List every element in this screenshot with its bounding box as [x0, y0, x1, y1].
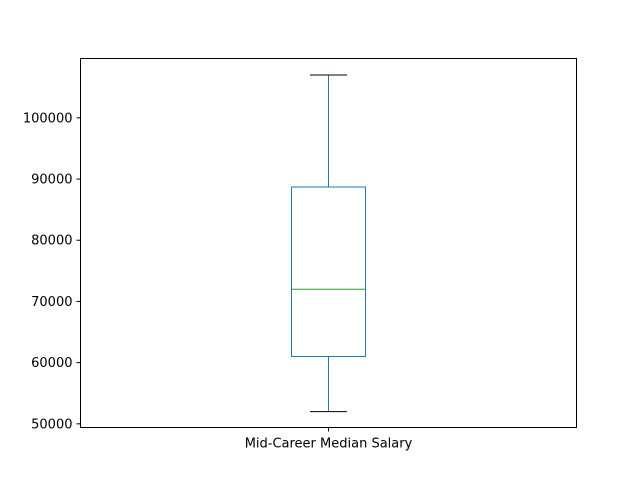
y-tick-label: 100000: [23, 111, 73, 126]
plot-marks: [291, 74, 366, 413]
y-tick-label: 90000: [31, 173, 72, 188]
y-tick-label: 70000: [31, 295, 72, 310]
y-tick-label: 80000: [31, 234, 72, 249]
y-tick-label: 60000: [31, 356, 72, 371]
x-tick-label: Mid-Career Median Salary: [245, 437, 413, 452]
iqr-box: [291, 186, 366, 358]
y-axis: 50000 60000 70000 80000 90000 100000: [23, 111, 81, 432]
plot-frame: [80, 58, 577, 428]
x-axis: Mid-Career Median Salary: [245, 427, 413, 452]
y-tick-label: 50000: [31, 417, 72, 432]
